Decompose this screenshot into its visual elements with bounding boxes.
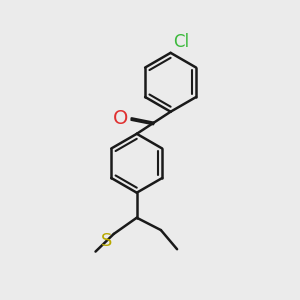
Text: S: S xyxy=(101,232,112,250)
Text: Cl: Cl xyxy=(173,33,189,51)
Text: O: O xyxy=(113,109,128,128)
